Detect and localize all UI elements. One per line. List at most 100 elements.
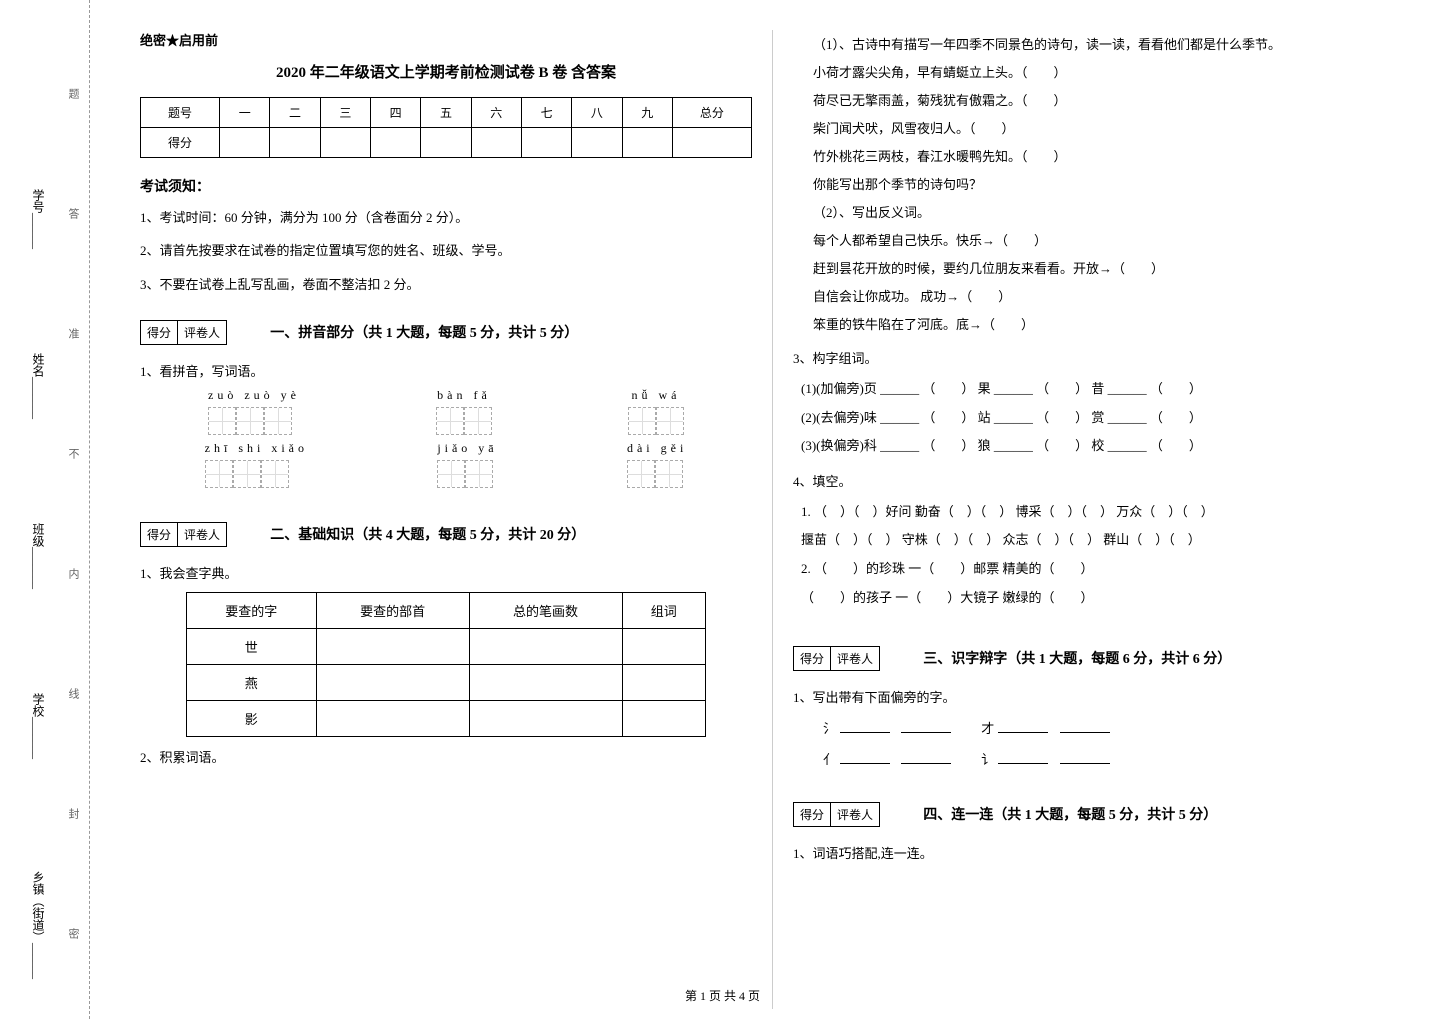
char-box[interactable] bbox=[264, 407, 292, 435]
pinyin-label: bàn fǎ bbox=[436, 388, 492, 403]
lookup-cell[interactable] bbox=[316, 665, 469, 701]
char-box[interactable] bbox=[464, 407, 492, 435]
table-row: 世 bbox=[186, 629, 705, 665]
char-box[interactable] bbox=[655, 460, 683, 488]
blank[interactable] bbox=[840, 732, 890, 733]
blank[interactable] bbox=[998, 732, 1048, 733]
char-box[interactable] bbox=[627, 460, 655, 488]
th-1: 一 bbox=[220, 98, 270, 128]
score-cell[interactable] bbox=[220, 128, 270, 158]
poem-line: 竹外桃花三两枝，春江水暖鸭先知。（ ） bbox=[793, 144, 1405, 170]
page-footer: 第 1 页 共 4 页 bbox=[685, 987, 760, 1004]
th-6: 六 bbox=[471, 98, 521, 128]
left-column: 绝密★启用前 2020 年二年级语文上学期考前检测试卷 B 卷 含答案 题号 一… bbox=[120, 30, 773, 1009]
s2-q4-line: （ ）的孩子 一（ ）大镜子 嫩绿的（ ） bbox=[793, 584, 1405, 613]
table-row: 要查的字 要查的部首 总的笔画数 组词 bbox=[186, 593, 705, 629]
char-box[interactable] bbox=[465, 460, 493, 488]
lookup-cell[interactable] bbox=[622, 629, 706, 665]
blank[interactable] bbox=[901, 763, 951, 764]
table-row: 影 bbox=[186, 701, 705, 737]
lookup-cell[interactable] bbox=[469, 629, 622, 665]
score-cell[interactable] bbox=[572, 128, 622, 158]
th-4: 四 bbox=[370, 98, 420, 128]
score-cell[interactable] bbox=[521, 128, 571, 158]
char-box[interactable] bbox=[208, 407, 236, 435]
pinyin-group: dài gěi bbox=[627, 441, 687, 488]
score-cell[interactable] bbox=[320, 128, 370, 158]
char-box[interactable] bbox=[628, 407, 656, 435]
radical-line-2: 亻 讠 bbox=[793, 749, 1405, 768]
pinyin-group: jiǎo yā bbox=[437, 441, 497, 488]
poem-line: 你能写出那个季节的诗句吗？ bbox=[793, 172, 1405, 198]
pinyin-row-1: zuò zuò yè bàn fǎ nǚ wá bbox=[140, 388, 752, 435]
binding-inner-2: 线 bbox=[65, 688, 81, 699]
binding-label-0: 乡镇（街道）______ bbox=[30, 871, 47, 979]
pinyin-label: zhī shi xiǎo bbox=[205, 441, 308, 456]
score-cell[interactable] bbox=[672, 128, 751, 158]
binding-label-4: 学号______ bbox=[30, 189, 47, 249]
char-box[interactable] bbox=[261, 460, 289, 488]
char-box[interactable] bbox=[436, 407, 464, 435]
lookup-h0: 要查的字 bbox=[186, 593, 316, 629]
char-boxes bbox=[627, 460, 687, 488]
pinyin-label: dài gěi bbox=[627, 441, 687, 456]
right-column: （1）、古诗中有描写一年四季不同景色的诗句，读一读，看看他们都是什么季节。 小荷… bbox=[773, 30, 1425, 1009]
score-table-header-row: 题号 一 二 三 四 五 六 七 八 九 总分 bbox=[141, 98, 752, 128]
char-box[interactable] bbox=[656, 407, 684, 435]
score-box-3: 得分 评卷人 bbox=[793, 646, 880, 671]
s3-q1: 1、写出带有下面偏旁的字。 bbox=[793, 687, 1405, 706]
s2-q1: 1、我会查字典。 bbox=[140, 563, 752, 582]
blank[interactable] bbox=[1060, 763, 1110, 764]
s2-q4-line: 2. （ ）的珍珠 一（ ）邮票 精美的（ ） bbox=[793, 555, 1405, 584]
s2-q3-line: (3)(换偏旁)科 ______ （ ） 狼 ______ （ ） 校 ____… bbox=[793, 432, 1405, 461]
score-cell[interactable] bbox=[421, 128, 471, 158]
section1-title: 一、拼音部分（共 1 大题，每题 5 分，共计 5 分） bbox=[270, 322, 578, 342]
char-boxes bbox=[437, 460, 497, 488]
blank[interactable] bbox=[840, 763, 890, 764]
binding-inner-3: 内 bbox=[65, 568, 81, 579]
char-box[interactable] bbox=[236, 407, 264, 435]
lookup-cell[interactable] bbox=[622, 665, 706, 701]
char-box[interactable] bbox=[205, 460, 233, 488]
score-cell[interactable] bbox=[370, 128, 420, 158]
score-label: 得分 bbox=[141, 128, 220, 158]
th-3: 三 bbox=[320, 98, 370, 128]
th-2: 二 bbox=[270, 98, 320, 128]
lookup-cell[interactable] bbox=[469, 665, 622, 701]
score-cell[interactable] bbox=[622, 128, 672, 158]
lookup-cell[interactable] bbox=[316, 701, 469, 737]
char-box[interactable] bbox=[233, 460, 261, 488]
lookup-cell[interactable] bbox=[469, 701, 622, 737]
binding-inner-7: 题 bbox=[65, 88, 81, 99]
s2-q2-2-label: （2）、写出反义词。 bbox=[793, 200, 1405, 226]
score-cell[interactable] bbox=[270, 128, 320, 158]
char-boxes bbox=[205, 460, 308, 488]
s2-q3: 3、构字组词。 bbox=[793, 348, 1405, 367]
binding-inner-1: 封 bbox=[65, 808, 81, 819]
score-box-left: 得分 bbox=[141, 321, 178, 344]
secret-label: 绝密★启用前 bbox=[140, 30, 752, 49]
score-box-right: 评卷人 bbox=[831, 803, 879, 826]
section3-title: 三、识字辩字（共 1 大题，每题 6 分，共计 6 分） bbox=[923, 648, 1231, 668]
radical-line-1: 氵 才 bbox=[793, 718, 1405, 737]
s2-q4: 4、填空。 bbox=[793, 471, 1405, 490]
blank[interactable] bbox=[1060, 732, 1110, 733]
pinyin-label: zuò zuò yè bbox=[208, 388, 300, 403]
lookup-char: 燕 bbox=[186, 665, 316, 701]
antonym-line: 自信会让你成功。 成功→（ ） bbox=[793, 284, 1405, 310]
s2-q4-line: 1. （ ）（ ）好问 勤奋（ ）（ ） 博采（ ）（ ） 万众（ ）（ ） bbox=[793, 498, 1405, 527]
s2-q2-1-label: （1）、古诗中有描写一年四季不同景色的诗句，读一读，看看他们都是什么季节。 bbox=[793, 32, 1405, 58]
lookup-h2: 总的笔画数 bbox=[469, 593, 622, 629]
section2-header: 得分 评卷人 二、基础知识（共 4 大题，每题 5 分，共计 20 分） bbox=[140, 508, 752, 553]
score-cell[interactable] bbox=[471, 128, 521, 158]
score-box-left: 得分 bbox=[794, 803, 831, 826]
blank[interactable] bbox=[998, 763, 1048, 764]
lookup-cell[interactable] bbox=[316, 629, 469, 665]
lookup-table: 要查的字 要查的部首 总的笔画数 组词 世 燕 影 bbox=[186, 592, 706, 737]
antonym-line: 每个人都希望自己快乐。快乐→（ ） bbox=[793, 228, 1405, 254]
score-box-left: 得分 bbox=[141, 523, 178, 546]
blank[interactable] bbox=[901, 732, 951, 733]
poem-line: 荷尽已无擎雨盖，菊残犹有傲霜之。（ ） bbox=[793, 88, 1405, 114]
lookup-cell[interactable] bbox=[622, 701, 706, 737]
char-box[interactable] bbox=[437, 460, 465, 488]
